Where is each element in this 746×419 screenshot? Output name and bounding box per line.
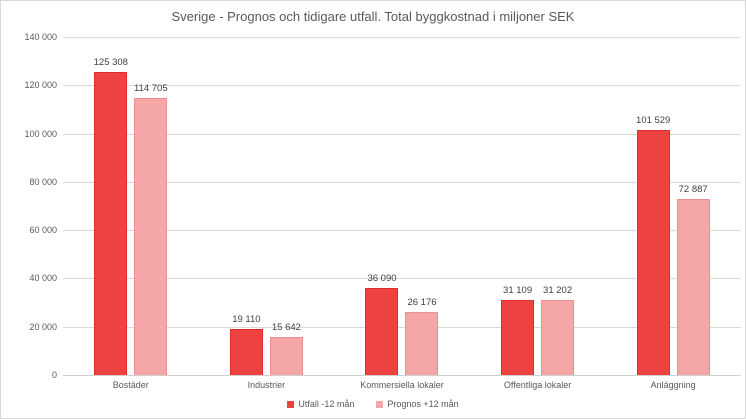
legend: Utfall -12 mån Prognos +12 mån xyxy=(1,399,745,409)
gridline xyxy=(63,278,741,280)
bar-column: 19 110 xyxy=(229,314,263,375)
bar xyxy=(501,299,535,375)
bar-column: 15 642 xyxy=(269,322,303,375)
bar-column: 31 109 xyxy=(501,285,535,375)
legend-swatch-icon xyxy=(287,400,295,408)
y-axis: 0 20 000 40 000 60 000 80 000 100 000 120 000 1… xyxy=(1,32,57,380)
bar-value-label: 36 090 xyxy=(367,272,397,284)
bar xyxy=(405,311,439,375)
plot-area: 125 308 114 705 19 110 15 642 36 090 26 176 31… xyxy=(63,37,741,376)
y-tick-label: 60 000 xyxy=(29,225,57,236)
category-label: Anläggning xyxy=(650,380,696,390)
bar xyxy=(676,199,710,375)
legend-item: Utfall -12 mån xyxy=(287,399,354,409)
category-label: Bostäder xyxy=(112,380,149,390)
gridline xyxy=(63,181,741,183)
bar xyxy=(134,98,168,375)
bar-group: 36 090 26 176 xyxy=(334,37,470,375)
bar-column: 125 308 xyxy=(94,57,128,375)
x-axis: Bostäder Industrier Kommersiella lokaler Of… xyxy=(63,380,741,390)
y-tick-label: 100 000 xyxy=(24,128,57,139)
y-tick-label: 120 000 xyxy=(24,80,57,91)
y-tick-label: 140 000 xyxy=(24,32,57,42)
bar-value-label: 26 176 xyxy=(407,296,437,308)
bar-value-label: 31 109 xyxy=(503,284,533,296)
legend-item: Prognos +12 mån xyxy=(376,399,459,409)
bar xyxy=(541,299,575,375)
y-tick-label: 80 000 xyxy=(29,176,57,187)
bar-value-label: 114 705 xyxy=(133,83,168,95)
bar-column: 114 705 xyxy=(134,83,168,375)
bar xyxy=(94,72,128,375)
legend-swatch-icon xyxy=(376,400,384,408)
bar-group: 19 110 15 642 xyxy=(199,37,335,375)
y-tick-label: 0 xyxy=(51,370,57,380)
bar-value-label: 101 529 xyxy=(636,114,671,126)
gridline xyxy=(63,230,741,232)
bar-group: 31 109 31 202 xyxy=(470,37,606,375)
bar-group: 125 308 114 705 xyxy=(63,37,199,375)
bar-column: 36 090 xyxy=(365,273,399,375)
bar xyxy=(636,129,670,375)
bar-value-label: 19 110 xyxy=(232,313,261,325)
y-tick-label: 20 000 xyxy=(29,321,57,332)
bar-column: 101 529 xyxy=(636,115,670,375)
bar-value-label: 31 202 xyxy=(543,284,573,296)
gridline xyxy=(63,326,741,328)
bar-column: 72 887 xyxy=(676,184,710,375)
legend-label: Utfall -12 mån xyxy=(298,399,355,409)
bar-column: 31 202 xyxy=(541,285,575,375)
gridline xyxy=(63,133,741,135)
gridline xyxy=(63,37,741,38)
gridline xyxy=(63,85,741,87)
category-label: Kommersiella lokaler xyxy=(360,380,444,390)
bar-groups: 125 308 114 705 19 110 15 642 36 090 26 176 31… xyxy=(63,37,741,375)
bar-value-label: 15 642 xyxy=(271,322,301,334)
bar xyxy=(229,328,263,375)
bar-value-label: 72 887 xyxy=(678,184,708,196)
bar xyxy=(269,337,303,375)
category-label: Offentliga lokaler xyxy=(503,380,572,390)
bar-group: 101 529 72 887 xyxy=(605,37,741,375)
legend-label: Prognos +12 mån xyxy=(387,399,459,409)
bar xyxy=(365,287,399,375)
bar-column: 26 176 xyxy=(405,297,439,375)
chart-title: Sverige - Prognos och tidigare utfall. T… xyxy=(171,9,575,24)
y-tick-label: 40 000 xyxy=(29,273,57,284)
category-label: Industrier xyxy=(247,380,286,390)
bar-value-label: 125 308 xyxy=(93,57,128,69)
